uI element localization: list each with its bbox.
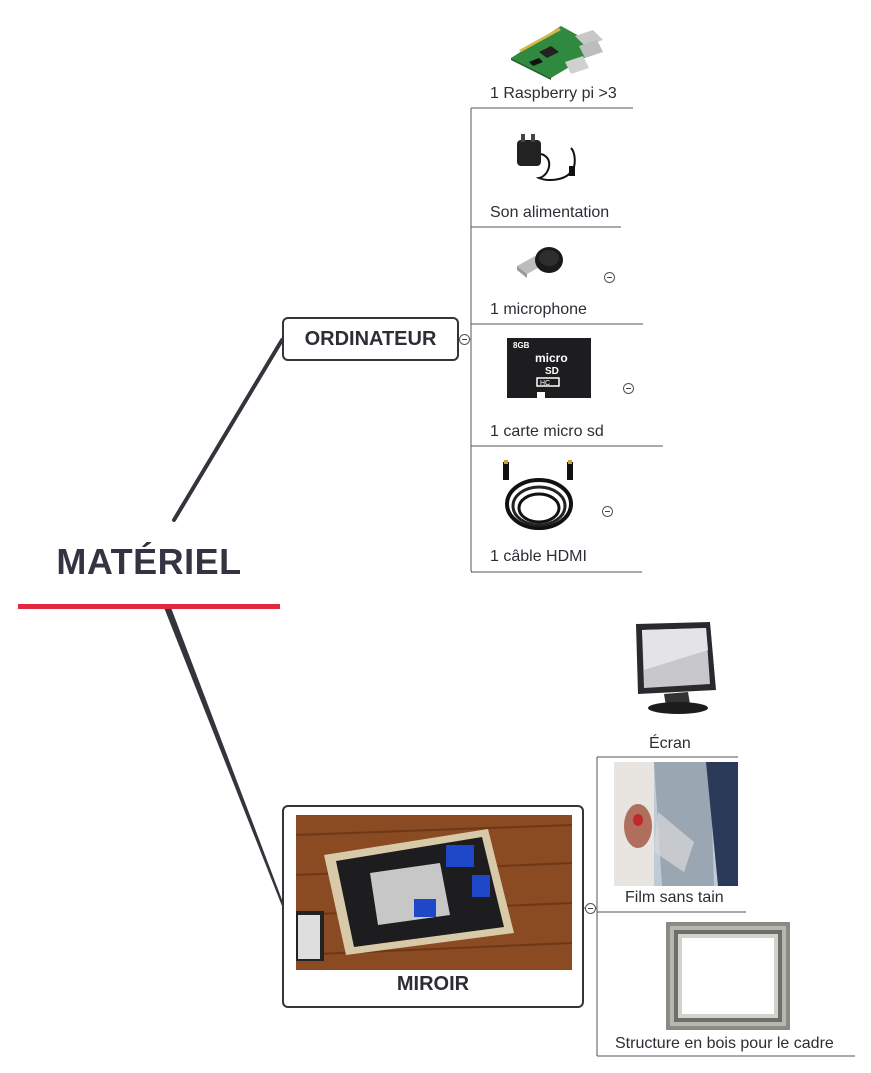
micro-sd-image: 8GB micro SD HC (507, 338, 591, 398)
raspberry-pi-image (511, 26, 603, 80)
branch-ordinateur[interactable]: ORDINATEUR (282, 317, 459, 361)
branch-miroir-label: MIROIR (396, 973, 470, 995)
item-power-label[interactable]: Son alimentation (490, 204, 610, 221)
item-film-label[interactable]: Film sans tain (625, 889, 724, 906)
svg-text:micro: micro (535, 351, 568, 365)
hdmi-cable-image (503, 460, 573, 530)
svg-text:HC: HC (540, 380, 550, 387)
central-topic-label: MATÉRIEL (56, 541, 242, 582)
branch-miroir[interactable]: MIROIR (282, 805, 584, 1008)
item-hdmi-label[interactable]: 1 câble HDMI (490, 548, 587, 565)
collapse-hdmi-icon[interactable] (602, 506, 613, 517)
usb-microphone-image (517, 247, 563, 278)
collapse-ordinateur-icon[interactable] (459, 334, 470, 345)
item-microsd-label[interactable]: 1 carte micro sd (490, 423, 604, 440)
power-adapter-image (517, 134, 576, 181)
lcd-monitor-image (636, 622, 716, 714)
mirror-film-photo (614, 762, 738, 886)
item-microphone-label[interactable]: 1 microphone (490, 301, 587, 318)
mirror-build-photo (296, 815, 572, 970)
svg-text:8GB: 8GB (513, 341, 530, 350)
central-topic[interactable]: MATÉRIEL (18, 520, 280, 609)
item-ecran-label[interactable]: Écran (649, 735, 691, 752)
collapse-microsd-icon[interactable] (623, 383, 634, 394)
item-raspberry-label[interactable]: 1 Raspberry pi >3 (490, 85, 617, 102)
collapse-miroir-icon[interactable] (585, 903, 596, 914)
collapse-microphone-icon[interactable] (604, 272, 615, 283)
item-structure-label[interactable]: Structure en bois pour le cadre (615, 1035, 834, 1052)
svg-text:SD: SD (545, 366, 559, 377)
branch-ordinateur-label: ORDINATEUR (304, 327, 437, 350)
wooden-frame-image (666, 922, 790, 1030)
